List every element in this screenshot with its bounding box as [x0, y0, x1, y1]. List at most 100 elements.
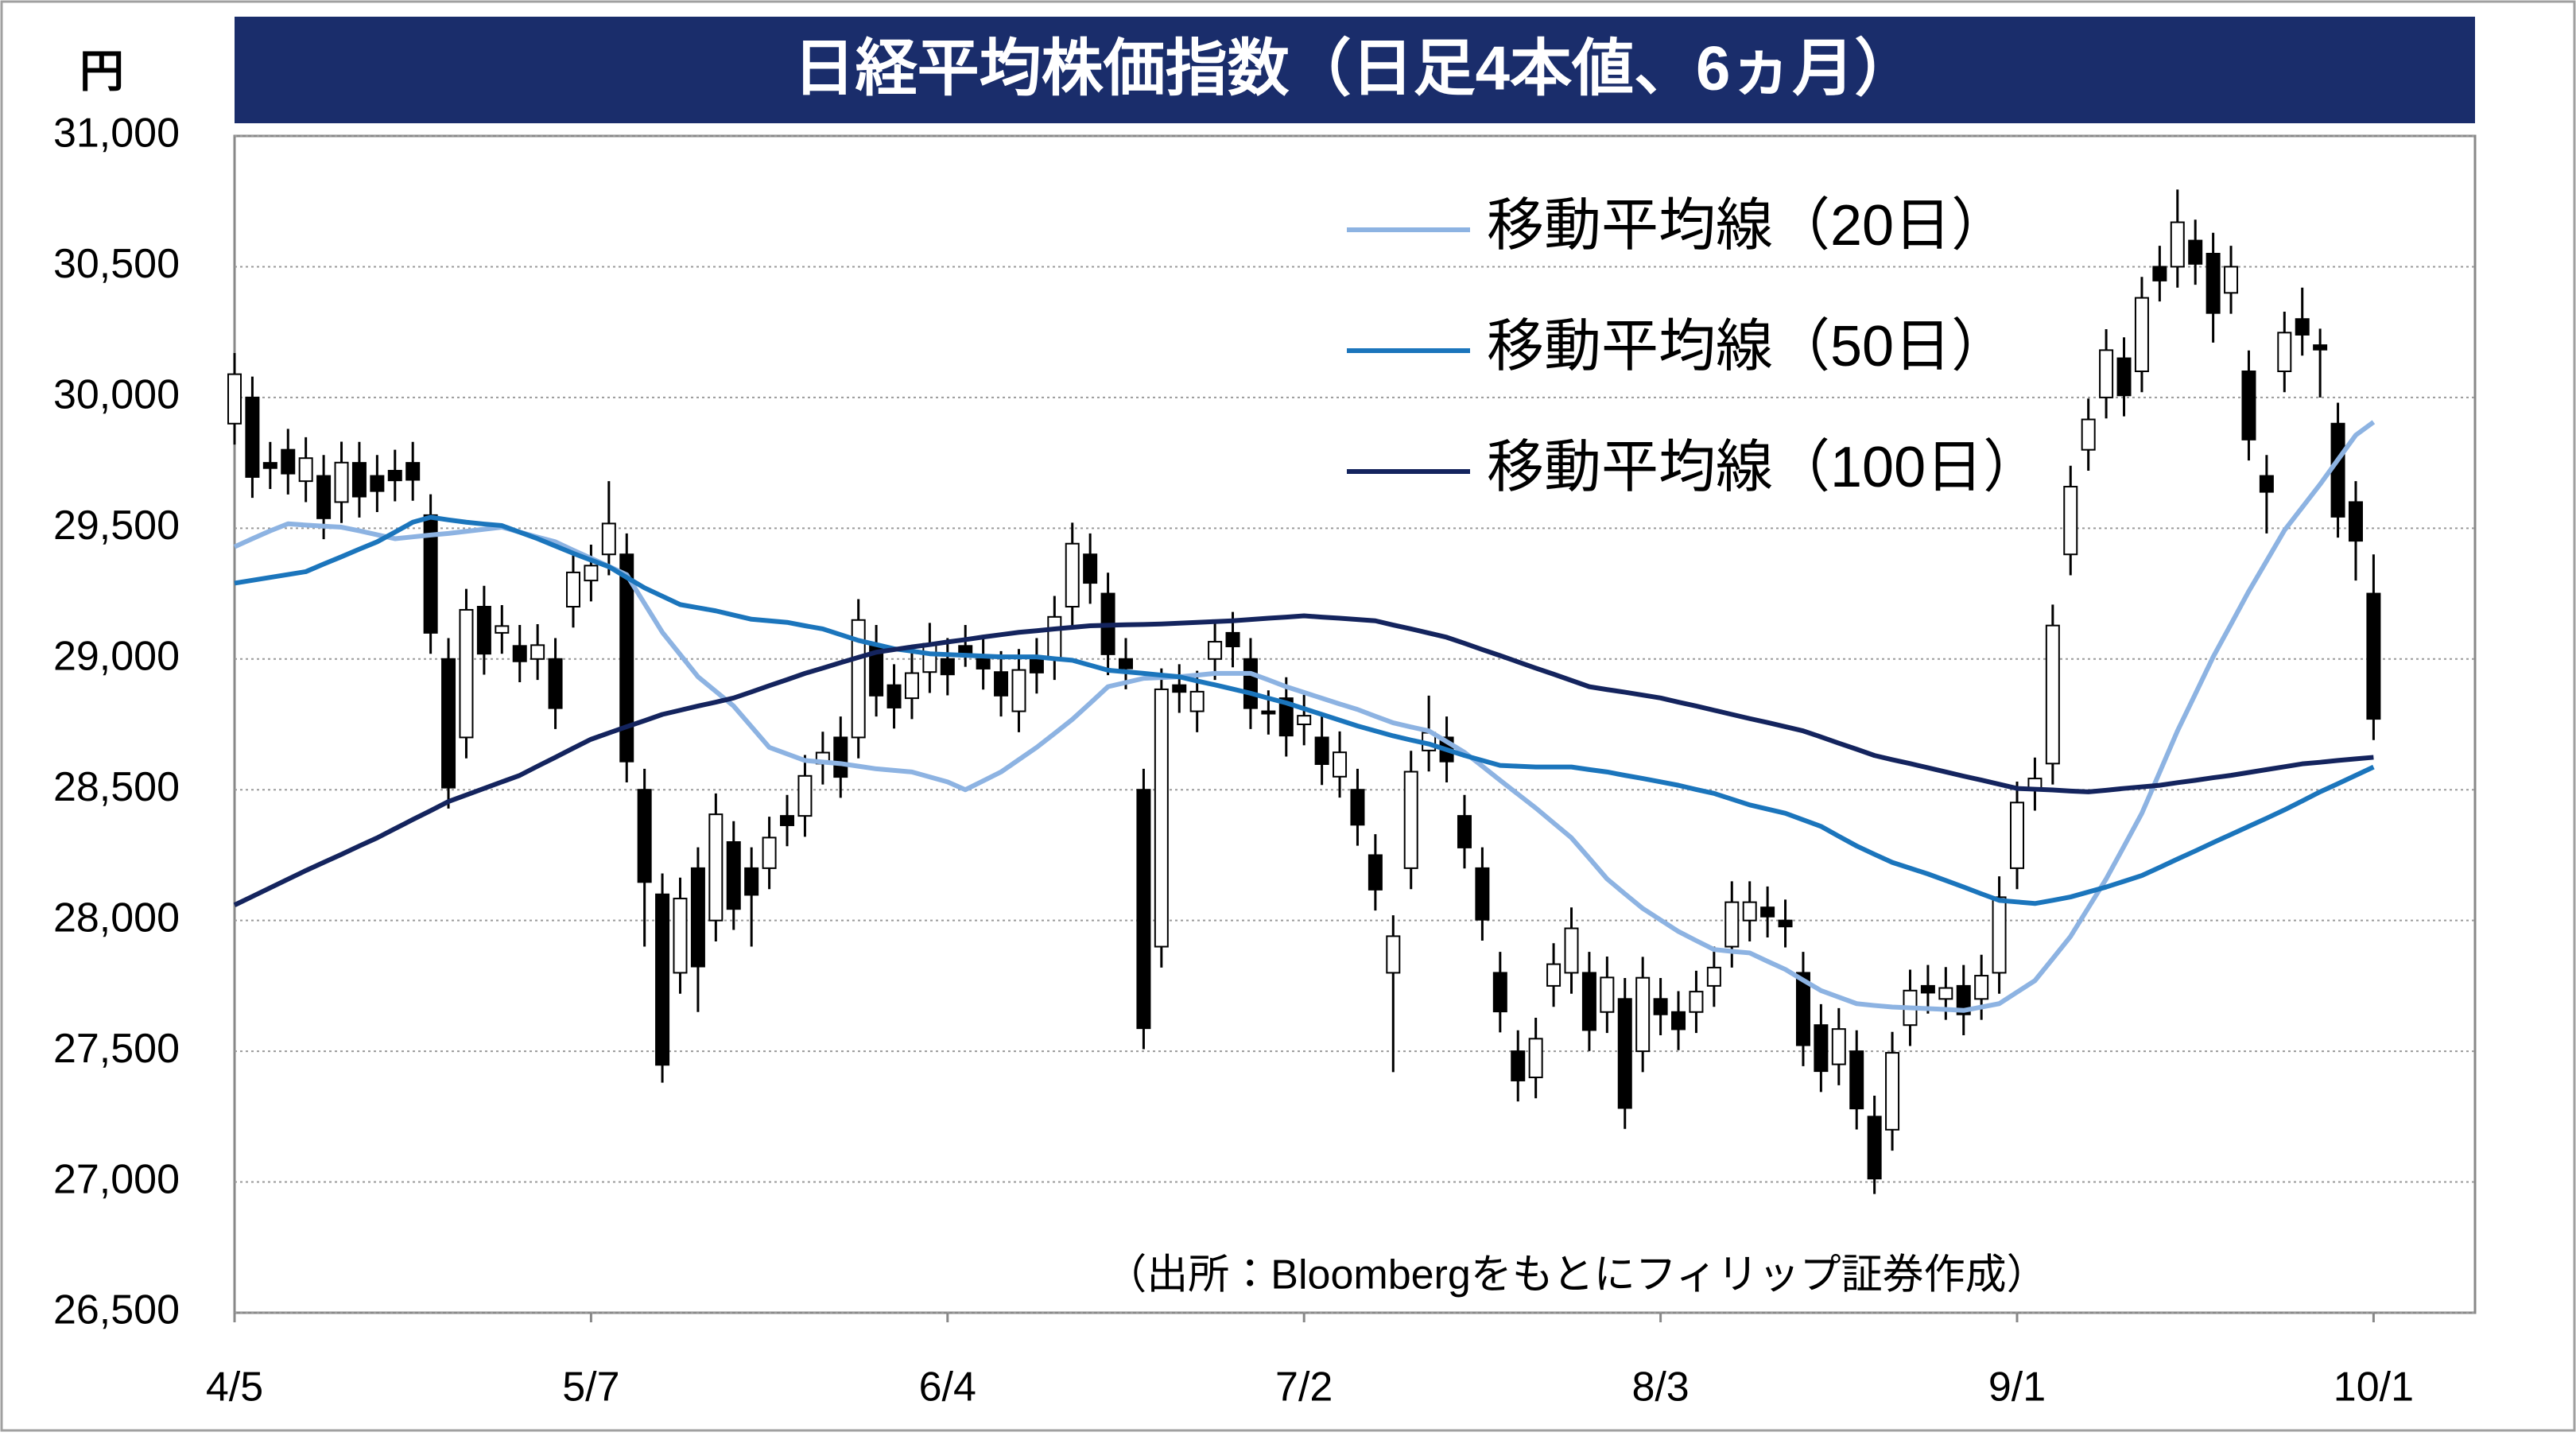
y-tick-label: 30,000	[53, 372, 180, 418]
candle-body	[2295, 318, 2310, 336]
candle-body	[1760, 906, 1775, 918]
candle-body	[1065, 542, 1080, 608]
candle-body	[833, 736, 848, 778]
candle-body	[2152, 266, 2167, 281]
candle-body	[690, 867, 705, 968]
candle-body	[1831, 1028, 1846, 1065]
candle-body	[1778, 919, 1793, 928]
candle-body	[851, 619, 866, 739]
candle-body	[1974, 975, 1989, 1000]
candle-body	[351, 462, 367, 498]
candle-body	[2348, 501, 2363, 542]
legend-label: 移動平均線（20日）	[1487, 194, 2008, 258]
candle-body	[1795, 972, 1810, 1046]
candle-body	[1600, 976, 1615, 1013]
candle-body	[619, 553, 634, 763]
y-tick-label: 27,500	[53, 1026, 180, 1072]
candle-body	[1243, 658, 1258, 709]
candle-body	[1867, 1116, 1882, 1180]
chart-title: 日経平均株価指数（日足4本値、6ヵ月）	[793, 33, 1917, 103]
candle-body	[1029, 658, 1044, 673]
candle-body	[1314, 736, 1329, 765]
candle-body	[904, 672, 919, 700]
candle-body	[744, 867, 759, 896]
candle-body	[1814, 1024, 1829, 1073]
candle-body	[584, 565, 599, 582]
candle-body	[512, 645, 527, 662]
candle-body	[227, 373, 242, 425]
candle-body	[405, 462, 421, 481]
candle-body	[1992, 896, 2007, 974]
candle-body	[2366, 592, 2381, 720]
x-tick-label: 5/7	[562, 1364, 619, 1411]
candle-body	[1136, 789, 1151, 1030]
candle-body	[1653, 998, 1668, 1015]
candle-body	[2063, 486, 2078, 556]
candle-body	[1172, 684, 1187, 693]
candle-body	[1849, 1050, 1864, 1110]
candle-body	[1635, 976, 1651, 1053]
candle-body	[886, 684, 902, 708]
source-note: （出所：Bloombergをもとにフィリップ証券作成）	[1105, 1252, 2047, 1298]
candle-body	[1706, 966, 1721, 987]
candle-body	[459, 608, 474, 739]
candle-body	[281, 448, 296, 475]
candle-body	[976, 658, 991, 669]
candle-body	[2045, 624, 2060, 765]
candle-body	[1689, 991, 1704, 1013]
candle-body	[1938, 987, 1953, 1000]
candle-body	[2206, 253, 2221, 314]
candle-body	[1189, 690, 1205, 712]
candle-body	[1083, 553, 1098, 584]
x-tick-label: 6/4	[919, 1364, 976, 1411]
candle-body	[1333, 751, 1348, 778]
candle-body	[298, 457, 313, 483]
candle-body	[1492, 972, 1507, 1013]
y-tick-label: 28,000	[53, 895, 180, 941]
moving-average-line	[234, 514, 2375, 906]
candle-body	[1350, 789, 1365, 826]
candle-body	[245, 396, 260, 478]
candle-body	[673, 898, 688, 974]
candle-body	[2188, 239, 2203, 265]
candle-body	[994, 671, 1009, 697]
candle-body	[1154, 688, 1169, 948]
candle-body	[1457, 815, 1472, 848]
candle-body	[1564, 927, 1579, 974]
candle-body	[726, 841, 741, 910]
candle-body	[940, 658, 955, 676]
candle-body	[2081, 418, 2096, 451]
candle-body	[1225, 631, 1240, 647]
candle-body	[441, 658, 456, 789]
candle-body	[387, 469, 402, 482]
x-tick-label: 7/2	[1275, 1364, 1333, 1411]
candle-body	[637, 789, 652, 883]
candle-body	[370, 475, 385, 492]
candle-body	[780, 815, 795, 826]
candle-body	[2010, 801, 2024, 869]
candle-body	[476, 606, 491, 655]
candle-body	[2116, 357, 2132, 397]
candle-body	[762, 836, 777, 869]
candle-body	[1581, 972, 1596, 1031]
x-tick-label: 10/1	[2334, 1364, 2414, 1411]
candle-body	[1920, 984, 1935, 994]
candle-body	[1011, 669, 1026, 712]
candle-body	[334, 461, 349, 503]
candle-body	[262, 462, 277, 469]
y-tick-label: 31,000	[53, 111, 180, 157]
x-tick-label: 4/5	[206, 1364, 263, 1411]
title-bar	[235, 17, 2475, 123]
candle-body	[1671, 1011, 1686, 1030]
candle-body	[1546, 963, 1562, 987]
candle-body	[1724, 901, 1740, 948]
y-tick-label: 26,500	[53, 1287, 180, 1333]
legend-label: 移動平均線（50日）	[1487, 315, 2008, 378]
candle-body	[1119, 658, 1133, 669]
y-tick-label: 28,500	[53, 764, 180, 810]
candle-body	[797, 774, 813, 817]
candle-body	[2313, 344, 2328, 351]
y-tick-label: 29,000	[53, 634, 180, 680]
candle-body	[548, 658, 563, 709]
